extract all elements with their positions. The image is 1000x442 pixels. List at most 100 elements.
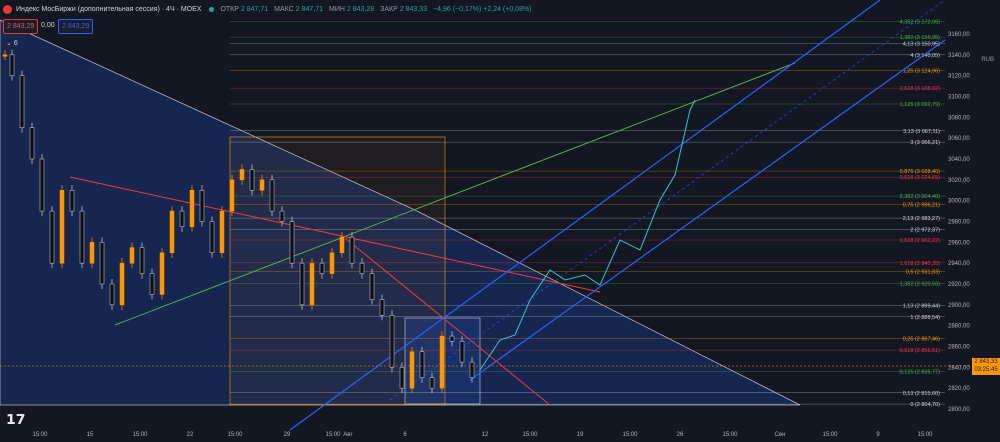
low-value: 2 843,28 [346, 5, 375, 13]
x-axis-tick: 26 [677, 432, 684, 438]
candle [249, 169, 255, 191]
candle [399, 367, 405, 389]
channel-upper-line [469, 39, 946, 381]
fib-level-label: 1,382 (2 920,56) [900, 281, 941, 287]
y-axis-tick: 3160,00 [948, 32, 970, 38]
fib-level-label: 4,13 (3 150,95) [903, 41, 940, 47]
candle [339, 236, 345, 253]
sell-button[interactable]: 2 843,29 [3, 19, 39, 34]
candle [199, 190, 205, 222]
indicators-toggle[interactable]: ⌄ 6 [6, 40, 18, 47]
candle [369, 273, 375, 300]
fib-level-label: 0,875 (3 028,40) [900, 169, 941, 175]
candle [239, 169, 245, 181]
y-axis-tick: 3000,00 [948, 199, 970, 205]
y-axis-tick: 3140,00 [948, 53, 970, 59]
candle [259, 179, 265, 191]
x-axis-tick: Сен [775, 432, 786, 438]
fib-level-label: 4 (3 140,05) [910, 53, 940, 59]
x-axis-tick: 15:00 [522, 432, 538, 438]
red-trendline [69, 176, 601, 293]
candle [439, 335, 445, 389]
fib-level-label: 2,382 (3 004,40) [900, 194, 941, 200]
open-value: 2 847,71 [240, 5, 269, 13]
candle [409, 351, 415, 389]
y-axis-tick: 3080,00 [948, 115, 970, 121]
fib-level-label: 1,25 (3 124,96) [903, 69, 940, 75]
fib-level-label: 0,125 (2 835,77) [900, 370, 941, 376]
y-axis-tick: 2820,00 [948, 386, 970, 392]
bar-countdown: 03:25:45 [974, 367, 998, 373]
fib-level-label: 0,13 (2 815,60) [903, 391, 940, 397]
x-axis-tick: 15:00 [917, 432, 933, 438]
candle [49, 210, 55, 264]
x-axis-tick: 15:00 [622, 432, 638, 438]
x-axis-tick: 15:00 [325, 432, 341, 438]
y-axis-tick: 2960,00 [948, 240, 970, 246]
currency-label: RUB [981, 57, 994, 63]
candle [269, 179, 275, 212]
y-axis-tick: 2860,00 [948, 345, 970, 351]
candle [139, 247, 145, 274]
fib-level-label: 1,382 (3 156,95) [900, 35, 941, 41]
x-axis-tick: 15:00 [227, 432, 243, 438]
x-axis-tick: 15:00 [32, 432, 48, 438]
spread-value: 0,00 [41, 22, 55, 29]
x-axis-tick: 15:00 [822, 432, 838, 438]
candle [349, 236, 355, 264]
candle [219, 210, 225, 253]
x-axis-tick: 9 [876, 432, 880, 438]
low-label: МИН [328, 5, 345, 13]
x-axis-tick: 22 [187, 432, 194, 438]
y-axis-tick: 2940,00 [948, 261, 970, 267]
fib-level-label: 0,5 (2 931,83) [906, 270, 940, 276]
buy-button[interactable]: 2 843,29 [58, 19, 94, 34]
x-axis-tick: Авг [343, 432, 353, 438]
x-axis-tick: 19 [577, 432, 584, 438]
channel-mid-line [389, 0, 946, 401]
fib-level-label: 1,618 (2 940,35) [900, 261, 941, 267]
y-axis-tick: 2920,00 [948, 282, 970, 288]
candle [189, 190, 195, 227]
symbol-title[interactable]: Индекс МосБиржи (дополнительная сессия) … [16, 5, 202, 13]
fib-level-label: 1,125 (3 092,79) [900, 102, 941, 108]
y-axis-tick: 2840,00 [948, 365, 970, 371]
candle [319, 262, 325, 274]
fib-level-label: 3,13 (3 067,11) [903, 129, 940, 135]
x-axis-tick: 6 [403, 432, 407, 438]
x-axis-tick: 12 [482, 432, 489, 438]
fib-level-label: 1 (2 888,54) [910, 315, 940, 321]
fib-level-label: 0,618 (3 024,65) [900, 175, 941, 181]
tradingview-logo-icon[interactable]: 𝟭𝟳 [6, 411, 26, 427]
fib-level-label: 1,13 (2 899,44) [903, 303, 940, 309]
y-axis-tick: 3060,00 [948, 136, 970, 142]
last-price-tag: 2 843,33 03:25:45 [972, 358, 1000, 375]
candle [359, 262, 365, 274]
descending-triangle [0, 19, 801, 406]
fib-level-label: 0 (2 804,70) [910, 402, 940, 408]
candle [279, 210, 285, 222]
candle [79, 210, 85, 264]
market-status-icon [209, 6, 215, 12]
fib-level-label: 0,618 (2 962,22) [900, 238, 941, 244]
time-axis-bg [0, 424, 1000, 442]
candle [179, 210, 185, 227]
fib-level-label: 0,75 (2 996,21) [903, 203, 940, 209]
fib-level-label: 4,382 (3 172,06) [900, 19, 941, 25]
fib-level-label: 0,25 (2 867,46) [903, 337, 940, 343]
fib-level-label: 2 (2 972,37) [910, 227, 940, 233]
candle [379, 299, 385, 316]
fib-level-label: 2,13 (2 983,27) [903, 216, 940, 222]
y-axis-tick: 2900,00 [948, 303, 970, 309]
candle [29, 127, 35, 160]
high-label: МАКС [274, 5, 294, 13]
candle [229, 179, 235, 212]
candle [119, 262, 125, 306]
moex-logo-icon [3, 4, 12, 14]
high-value: 2 847,71 [295, 5, 323, 13]
last-price-value: 2 843,33 [974, 359, 998, 365]
x-axis-tick: 29 [284, 432, 291, 438]
y-axis-tick: 2800,00 [948, 407, 970, 413]
candle [449, 335, 455, 342]
